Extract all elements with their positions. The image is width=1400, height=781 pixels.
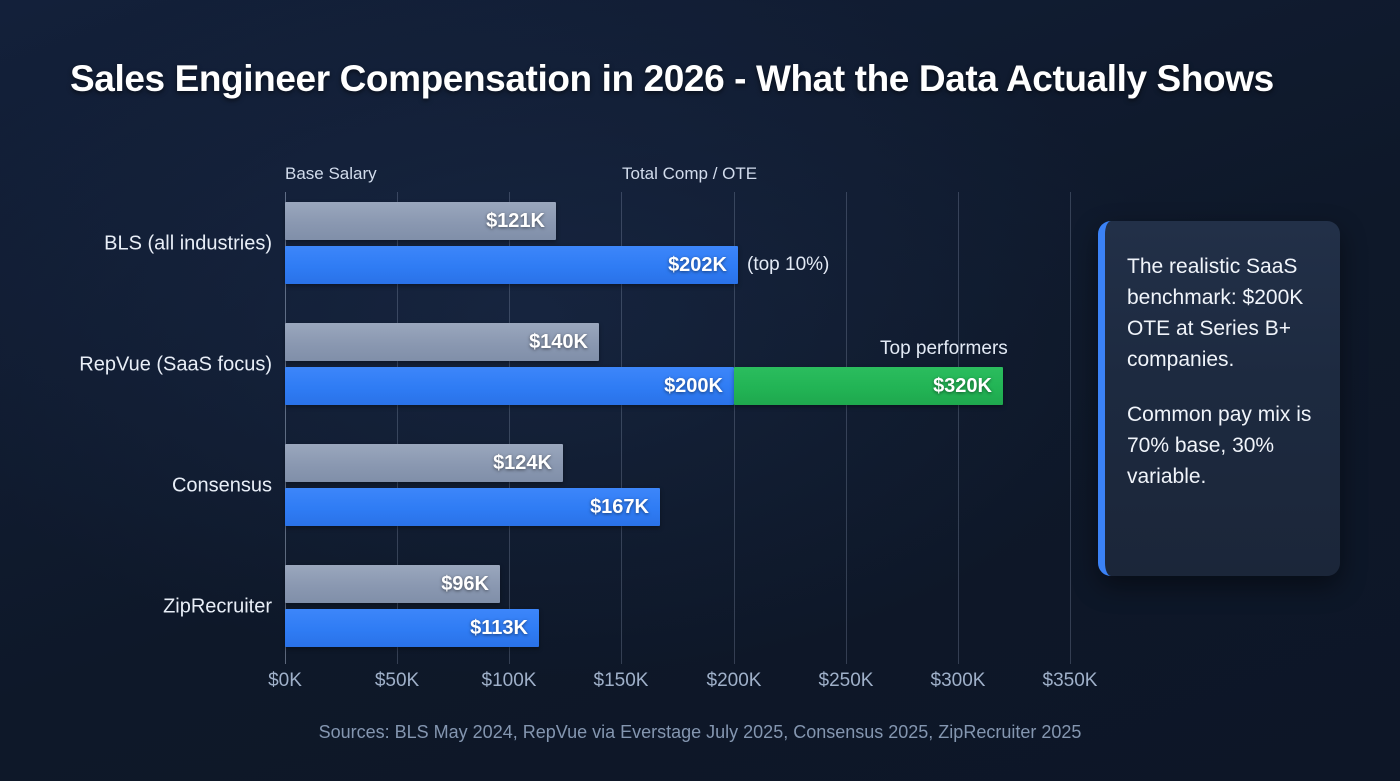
x-tick-label-350: $350K <box>1042 670 1098 691</box>
gridline-250 <box>846 192 847 664</box>
bar-base-consensus[interactable]: $124K <box>285 444 563 482</box>
gridline-100 <box>509 192 510 664</box>
annotation-bls-top10: (top 10%) <box>747 254 830 275</box>
bar-value-base-ziprecruiter: $96K <box>441 572 489 595</box>
bar-ote-bls[interactable]: $202K <box>285 246 738 284</box>
category-label-ziprecruiter: ZipRecruiter <box>163 595 272 618</box>
bar-value-ote-bls: $202K <box>668 253 727 276</box>
bar-ote-ziprecruiter[interactable]: $113K <box>285 609 539 647</box>
annotation-top-performers: Top performers <box>880 338 1008 359</box>
page-title: Sales Engineer Compensation in 2026 - Wh… <box>70 58 1274 99</box>
x-tick-label-50: $50K <box>374 670 420 691</box>
gridline-200 <box>734 192 735 664</box>
bar-value-base-bls: $121K <box>486 209 545 232</box>
category-label-bls: BLS (all industries) <box>104 232 272 255</box>
callout-paragraph-1: The realistic SaaS benchmark: $200K OTE … <box>1127 255 1304 372</box>
bar-ote-repvue[interactable]: $200K <box>285 367 734 405</box>
gridline-300 <box>958 192 959 664</box>
x-tick-label-300: $300K <box>930 670 986 691</box>
bar-value-base-repvue: $140K <box>529 330 588 353</box>
x-tick-label-250: $250K <box>818 670 874 691</box>
x-tick-label-150: $150K <box>593 670 649 691</box>
bar-value-ote-consensus: $167K <box>590 495 649 518</box>
callout-paragraph-2: Common pay mix is 70% base, 30% variable… <box>1127 403 1312 489</box>
x-tick-label-200: $200K <box>706 670 762 691</box>
gridline-0 <box>285 192 286 664</box>
legend-base-salary: Base Salary <box>285 164 377 183</box>
category-label-repvue: RepVue (SaaS focus) <box>79 353 272 376</box>
bar-value-base-consensus: $124K <box>493 451 552 474</box>
plot-area: $0K $50K $100K $150K $200K $250K $300K $… <box>268 164 1097 691</box>
bar-base-ziprecruiter[interactable]: $96K <box>285 565 500 603</box>
bar-ote-consensus[interactable]: $167K <box>285 488 660 526</box>
bar-base-repvue[interactable]: $140K <box>285 323 599 361</box>
gridline-350 <box>1070 192 1071 664</box>
bar-base-bls[interactable]: $121K <box>285 202 556 240</box>
x-tick-label-100: $100K <box>481 670 537 691</box>
benchmark-callout-card: The realistic SaaS benchmark: $200K OTE … <box>1098 221 1340 576</box>
gridline-50 <box>397 192 398 664</box>
gridline-150 <box>621 192 622 664</box>
bar-value-top-performers-repvue: $320K <box>933 374 992 397</box>
x-tick-label-0: $0K <box>268 670 302 691</box>
sources-note: Sources: BLS May 2024, RepVue via Everst… <box>318 722 1082 742</box>
legend-total-comp: Total Comp / OTE <box>622 164 758 183</box>
bar-value-ote-ziprecruiter: $113K <box>470 616 528 639</box>
bar-top-performers-repvue[interactable]: $320K <box>734 367 1003 405</box>
category-label-consensus: Consensus <box>171 474 272 497</box>
bar-value-ote-repvue: $200K <box>664 374 723 397</box>
